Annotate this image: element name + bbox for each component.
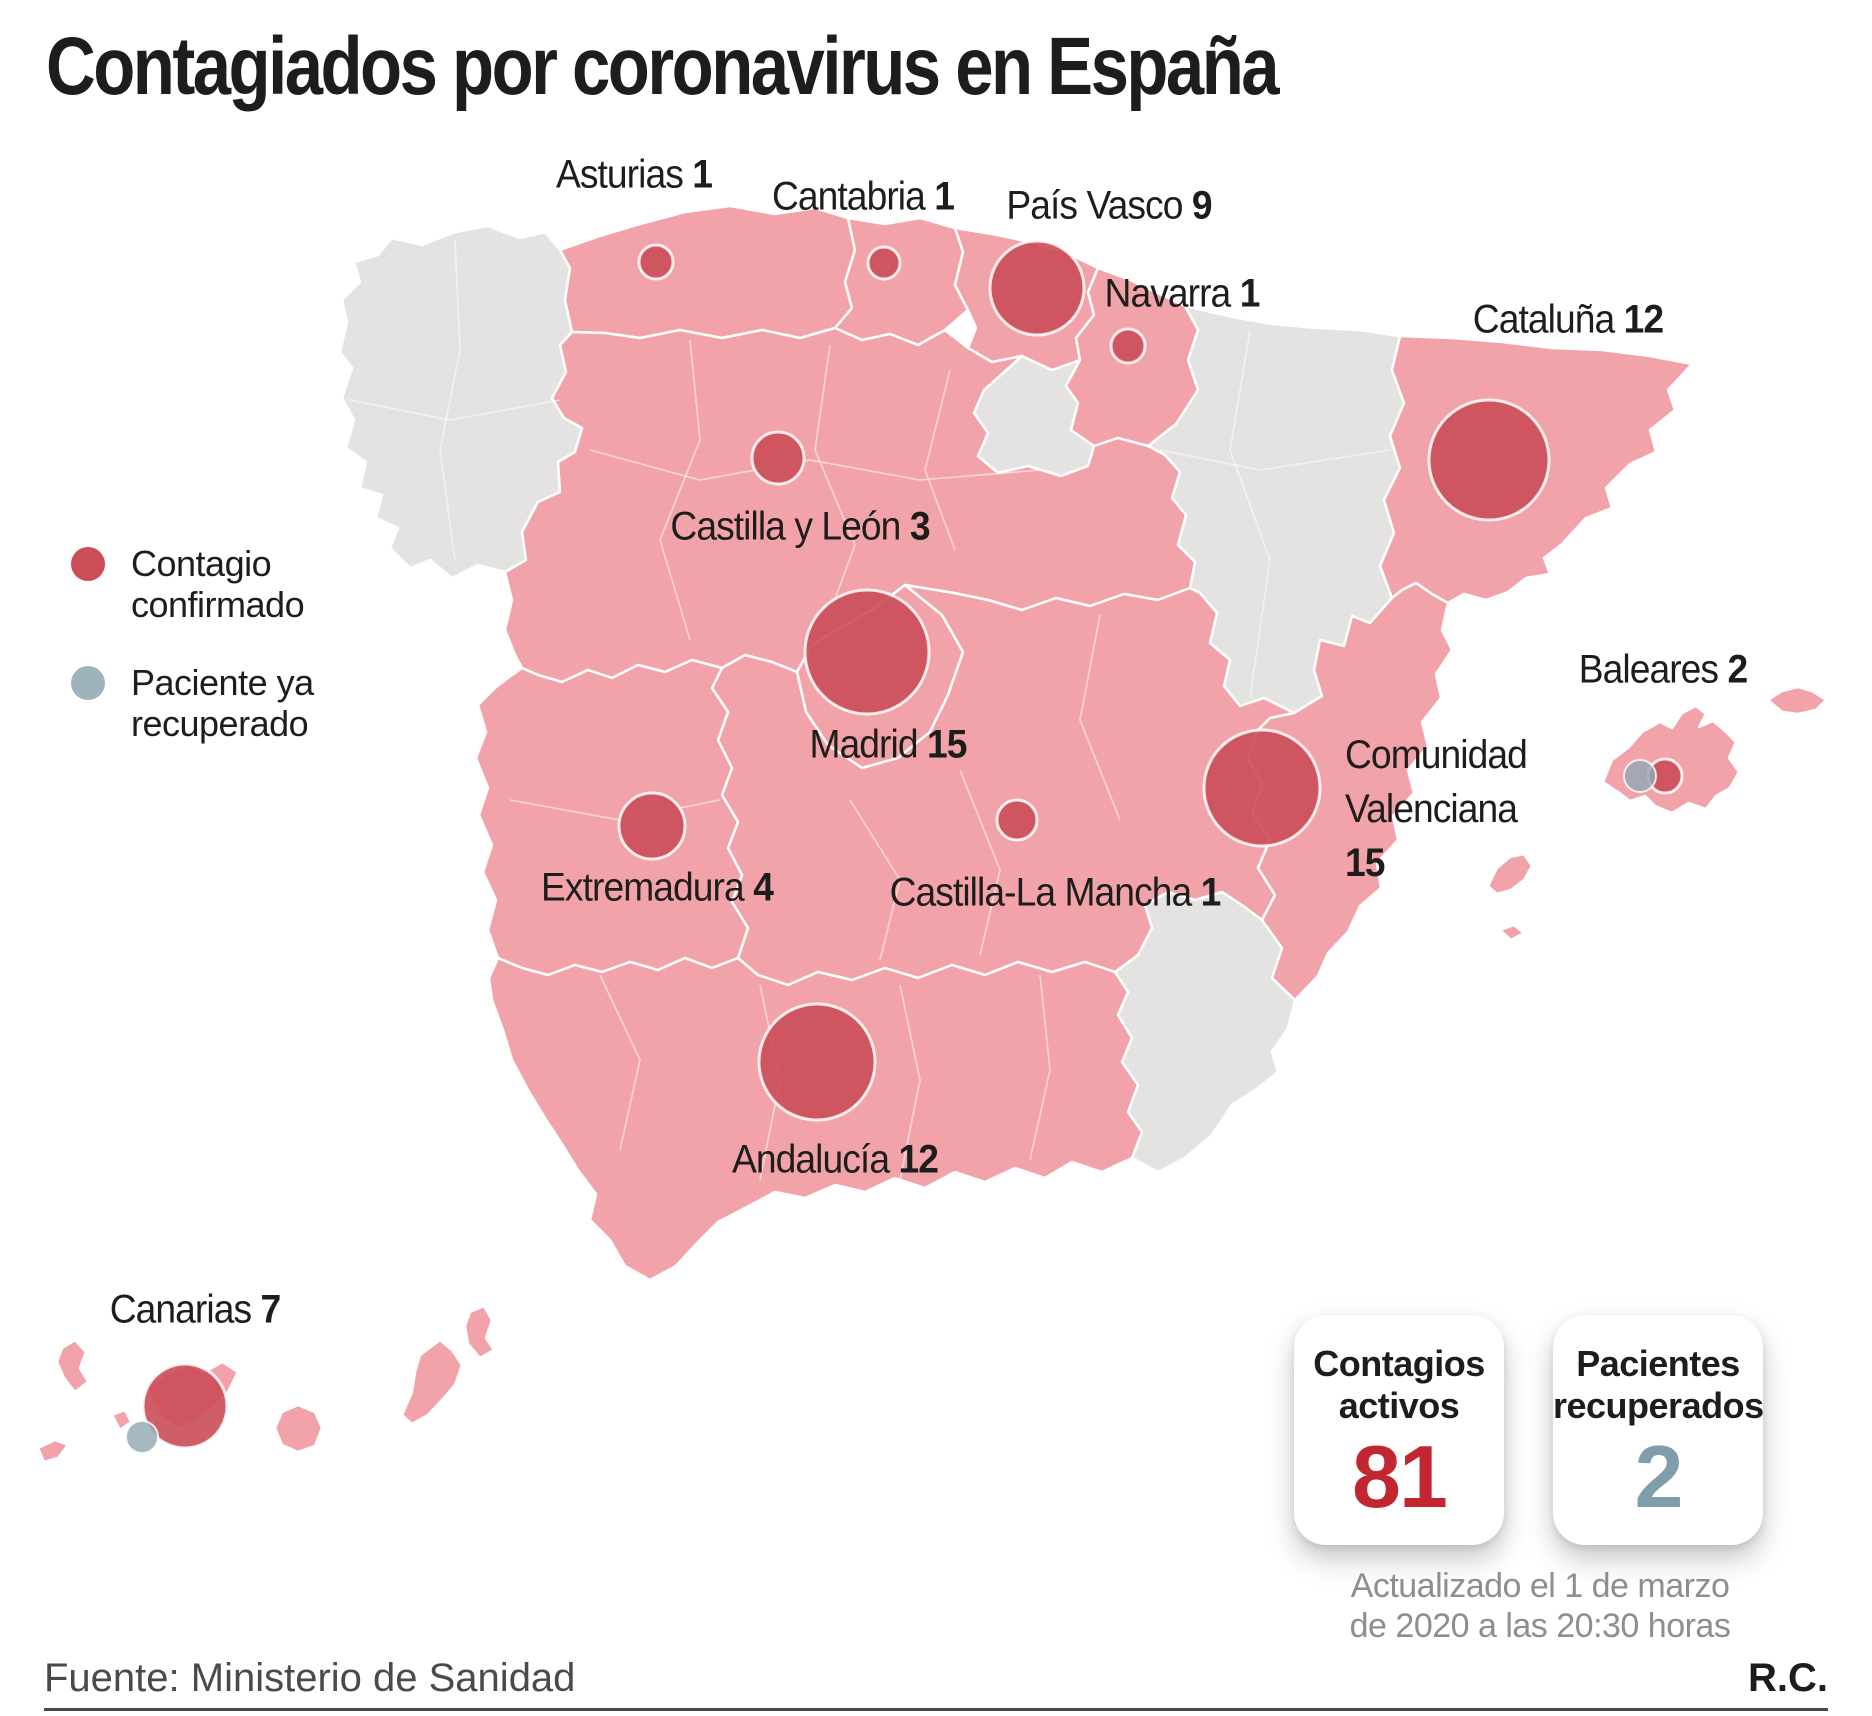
recovered-circle-canarias xyxy=(125,1420,159,1454)
case-circle-castilla-la-mancha xyxy=(995,798,1039,842)
island-gran-canaria xyxy=(273,1403,324,1454)
island-lanzarote xyxy=(463,1304,496,1360)
case-circle-madrid xyxy=(803,588,931,716)
footer-credit: R.C. xyxy=(1748,1656,1828,1700)
update-caption-line1: Actualizado el 1 de marzo xyxy=(1350,1567,1730,1605)
footer-source: Fuente: Ministerio de Sanidad xyxy=(44,1656,576,1700)
map-regions xyxy=(36,204,1828,1464)
region-label-cantabria: Cantabria 1 xyxy=(771,174,955,219)
recovered-circle-baleares xyxy=(1623,759,1657,793)
footer-rule xyxy=(44,1708,1828,1711)
case-circle-pais-vasco xyxy=(988,239,1086,337)
legend-confirmed-label: Contagio confirmado xyxy=(131,543,305,625)
case-circle-comunidad-valenciana xyxy=(1202,728,1322,848)
case-circle-castilla-y-leon xyxy=(750,430,806,486)
region-comunidad-valenciana xyxy=(1246,581,1454,1002)
stat-box-recovered: Pacientes recuperados 2 xyxy=(1553,1315,1764,1545)
stat-recovered-label: Pacientes recuperados xyxy=(1553,1343,1764,1426)
recovered-dot-icon xyxy=(71,666,105,700)
region-label-castilla-y-leon: Castilla y León 3 xyxy=(670,504,930,549)
case-circle-cataluna xyxy=(1427,398,1551,522)
region-label-andalucia: Andalucía 12 xyxy=(731,1137,939,1182)
update-caption-line2: de 2020 a las 20:30 horas xyxy=(1349,1607,1731,1645)
stat-box-active: Contagios activos 81 xyxy=(1294,1315,1504,1545)
region-label-baleares: Baleares 2 xyxy=(1578,647,1748,692)
case-circle-cantabria xyxy=(866,245,902,281)
island-ibiza xyxy=(1486,852,1534,896)
stat-recovered-value: 2 xyxy=(1634,1427,1684,1526)
province-borders xyxy=(349,239,1391,1181)
confirmed-dot-icon xyxy=(71,547,105,581)
case-circle-andalucia xyxy=(757,1002,877,1122)
case-circle-extremadura xyxy=(617,791,687,861)
stat-active-label: Contagios activos xyxy=(1313,1343,1485,1426)
island-formentera xyxy=(1498,923,1526,942)
region-label-castilla-la-mancha: Castilla-La Mancha 1 xyxy=(889,870,1222,915)
region-label-asturias: Asturias 1 xyxy=(555,152,713,197)
case-circle-canarias xyxy=(141,1362,229,1450)
legend-recovered-label: Paciente ya recuperado xyxy=(131,662,314,744)
case-circle-asturias xyxy=(637,243,675,281)
island-el-hierro xyxy=(36,1438,70,1464)
region-label-canarias: Canarias 7 xyxy=(109,1287,282,1332)
page-title: Contagiados por coronavirus en España xyxy=(46,21,1280,112)
region-label-comunidad-valenciana: Comunidad Valenciana 15 xyxy=(1345,733,1528,885)
case-circle-navarra xyxy=(1109,327,1147,365)
region-label-navarra: Navarra 1 xyxy=(1104,271,1261,316)
region-label-cataluna: Cataluña 12 xyxy=(1472,297,1664,342)
island-fuerteventura xyxy=(400,1338,464,1426)
stat-active-value: 81 xyxy=(1352,1427,1448,1526)
update-caption: Actualizado el 1 de marzo de 2020 a las … xyxy=(1260,1566,1820,1646)
region-label-extremadura: Extremadura 4 xyxy=(541,865,774,910)
island-la-palma xyxy=(55,1338,90,1394)
island-menorca xyxy=(1766,685,1828,716)
island-la-gomera xyxy=(110,1408,133,1432)
region-label-madrid: Madrid 15 xyxy=(809,722,967,767)
case-circles xyxy=(125,239,1684,1454)
region-label-pais-vasco: País Vasco 9 xyxy=(1006,183,1212,228)
